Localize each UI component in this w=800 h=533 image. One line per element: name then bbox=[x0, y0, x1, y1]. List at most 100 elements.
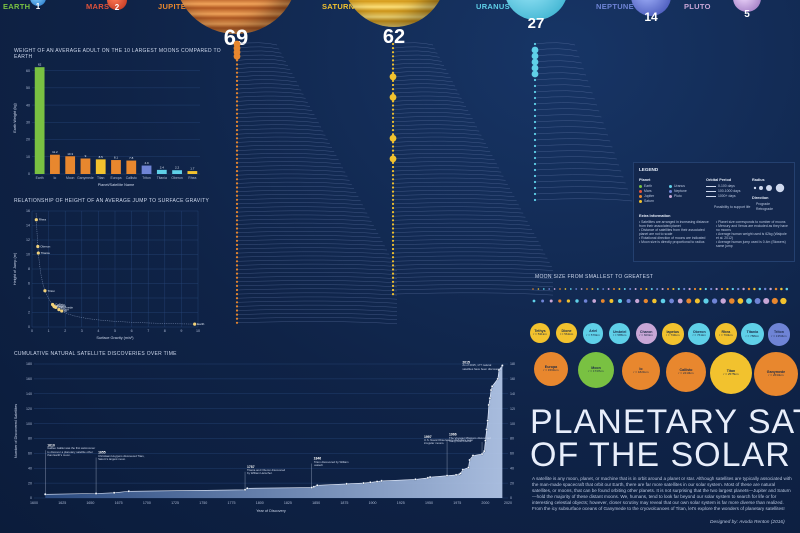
area-ytick-label: 40 bbox=[28, 466, 32, 470]
orbit-arc bbox=[236, 296, 398, 300]
satellite-dot bbox=[391, 284, 395, 287]
orbit-arc bbox=[392, 58, 442, 62]
moon-size-dot bbox=[731, 287, 734, 291]
legend-planet-swatch bbox=[639, 184, 642, 188]
bar-category-label: Titan bbox=[97, 176, 105, 180]
scatter-xtick-label: 4 bbox=[97, 329, 99, 333]
satellite-dot bbox=[533, 96, 537, 100]
orbit-arc bbox=[236, 214, 370, 218]
area-xtick-label: 1675 bbox=[115, 501, 123, 505]
orbit-arc bbox=[534, 66, 584, 70]
moon-circle-name: Titan bbox=[726, 369, 736, 374]
moon-size-dots bbox=[532, 287, 789, 305]
area-ytick-label-right: 80 bbox=[510, 437, 514, 441]
moon-size-dot bbox=[763, 287, 767, 291]
area-annotation-box: Christiaan Huygens discovered Titan, Sat… bbox=[98, 455, 144, 461]
scatter-point-label: Oberon bbox=[40, 245, 50, 249]
moon-circle-name: Iapetus bbox=[666, 329, 680, 334]
satellite-dot bbox=[533, 108, 537, 112]
satellite-dot bbox=[235, 293, 239, 296]
area-point-2005 bbox=[489, 388, 493, 392]
satellite-dot bbox=[235, 137, 239, 140]
satellite-dot bbox=[391, 280, 395, 283]
satellite-dot bbox=[235, 108, 239, 111]
moon-circle-name: Tethys bbox=[534, 329, 546, 334]
legend-direction-prograde: Prograde bbox=[756, 202, 770, 206]
satellite-dot bbox=[235, 129, 239, 132]
scatter-point-io bbox=[60, 309, 64, 313]
moon-size-dot bbox=[785, 287, 789, 291]
satellite-dot bbox=[235, 211, 239, 214]
orbit-arc bbox=[236, 108, 313, 111]
legend-extra-item: • Moon size is directly proportional to … bbox=[639, 240, 705, 244]
orbit-arc bbox=[534, 126, 606, 130]
scatter-ytick-label: 12 bbox=[26, 238, 30, 242]
orbit-arc bbox=[392, 259, 550, 263]
satellite-dot bbox=[391, 247, 395, 251]
satellite-dot bbox=[391, 243, 395, 246]
satellite-dot bbox=[533, 90, 537, 94]
satellite-dot bbox=[389, 93, 397, 101]
legend-planet-item: Pluto bbox=[669, 194, 682, 198]
scatter-point-label: Io bbox=[64, 309, 67, 313]
satellite-dot bbox=[533, 198, 537, 202]
orbit-arc bbox=[392, 263, 552, 267]
satellite-dot bbox=[391, 239, 395, 242]
satellite-dot bbox=[235, 215, 239, 218]
orbit-arc bbox=[236, 206, 366, 210]
moon-circle-name: Callisto bbox=[679, 368, 693, 373]
area-annotation-text: U.S. Naval Observatory discovers outer i… bbox=[424, 439, 474, 446]
area-point-1684 bbox=[127, 490, 131, 493]
moon-circle-name: Dione bbox=[561, 329, 572, 334]
orbit-arc bbox=[236, 91, 304, 95]
satellite-dot bbox=[235, 71, 239, 74]
area-point-1892 bbox=[362, 481, 365, 485]
moon-size-dot bbox=[623, 288, 626, 290]
satellite-dot bbox=[391, 215, 395, 218]
legend-direction-retrograde: Retrograde bbox=[756, 207, 773, 211]
orbit-arc bbox=[534, 138, 611, 142]
orbit-arc bbox=[534, 180, 626, 184]
satellite-orbit-diagram bbox=[233, 40, 633, 324]
scatter-point-titania bbox=[36, 251, 40, 255]
satellite-dot bbox=[391, 227, 395, 230]
area-point-1974 bbox=[454, 473, 458, 477]
orbit-arc bbox=[236, 284, 398, 288]
scatter-chart-title: RELATIONSHIP OF HEIGHT OF AN AVERAGE JUM… bbox=[14, 198, 210, 204]
moon-size-dot bbox=[763, 297, 770, 305]
legend-extra-item: • Rotational direction of moons are indi… bbox=[639, 236, 706, 240]
legend-planet-swatch bbox=[639, 194, 642, 198]
orbit-arc bbox=[534, 78, 589, 82]
orbit-arc bbox=[236, 202, 363, 206]
moon-circle-radius: r = 531km bbox=[533, 332, 547, 337]
satellite-dot bbox=[235, 194, 239, 197]
area-point-1986 bbox=[468, 458, 471, 462]
orbit-arc bbox=[236, 235, 381, 238]
area-xtick-label: 1650 bbox=[86, 501, 94, 505]
moon-size-dot bbox=[640, 288, 642, 290]
moon-size-dot bbox=[693, 287, 697, 291]
moon-circle-titan: Titan r = 2575km bbox=[710, 352, 752, 394]
moon-size-dot bbox=[602, 288, 605, 290]
satellite-dot bbox=[391, 211, 395, 214]
weight-bar-chart: 0 10 20 30 40 50 60 62 Earth 11.2 Io 10.3 Moon 9 Ganym… bbox=[13, 63, 200, 187]
orbit-arc bbox=[392, 268, 554, 271]
orbit-arc bbox=[392, 50, 438, 54]
orbit-arc bbox=[236, 300, 398, 304]
moon-size-dot bbox=[666, 287, 670, 291]
moon-size-dot bbox=[650, 287, 653, 291]
planet-moon-count-pluto: 5 bbox=[744, 9, 750, 20]
legend-planet-swatch bbox=[639, 189, 642, 193]
moon-size-dot bbox=[720, 298, 726, 304]
area-annotation-box: The Voyager Missions discovered many new… bbox=[449, 437, 491, 443]
orbit-arc bbox=[236, 153, 337, 156]
orbit-arc bbox=[392, 46, 436, 50]
area-point-1789 bbox=[246, 487, 249, 490]
orbit-arc bbox=[236, 128, 324, 132]
orbit-arc bbox=[534, 96, 595, 100]
orbit-arc bbox=[236, 169, 346, 173]
orbit-arc bbox=[534, 42, 576, 46]
moon-circle-iapetus: Iapetus r = 734km bbox=[662, 323, 684, 345]
moon-size-dot bbox=[643, 298, 648, 304]
moon-size-dot bbox=[688, 287, 691, 291]
